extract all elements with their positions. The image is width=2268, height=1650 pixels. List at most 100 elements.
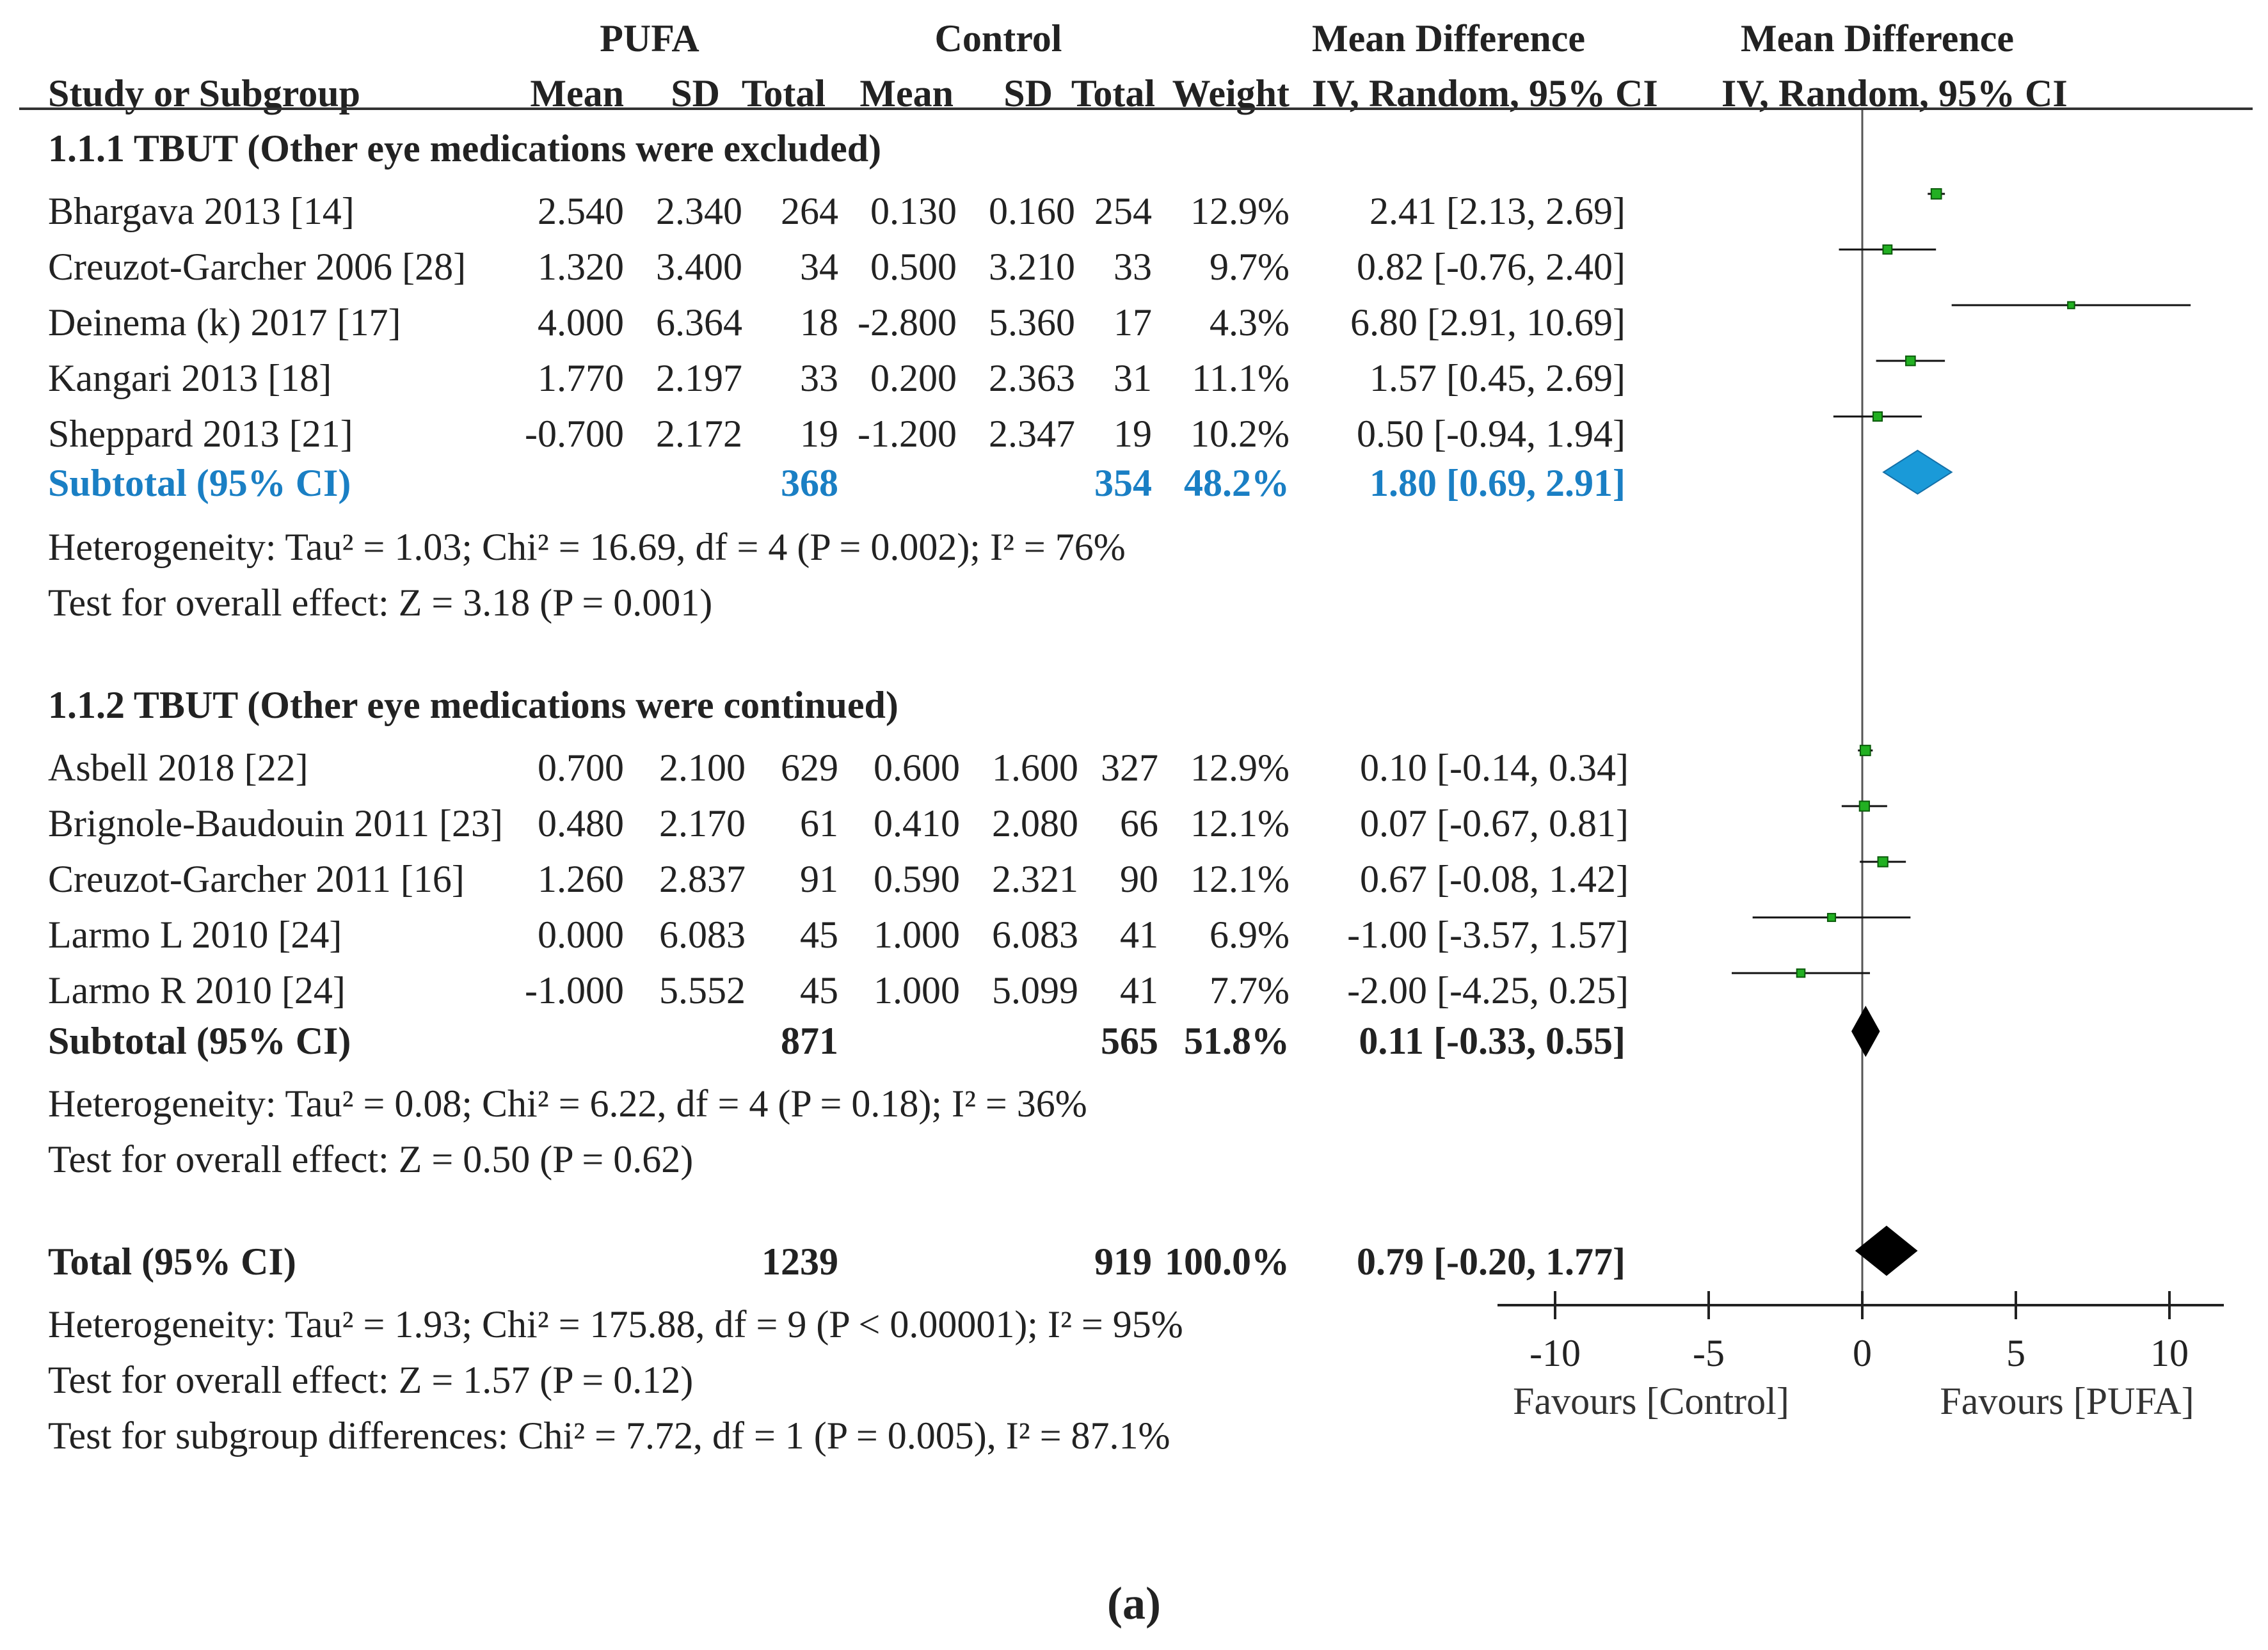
ci-value: 6.80 [2.91, 10.69]: [1350, 301, 1625, 344]
control-total: 327: [1101, 747, 1158, 789]
col-pufa-mean-header: Mean: [530, 72, 624, 115]
pufa-mean: 0.700: [538, 747, 624, 789]
pufa-mean: 1.320: [538, 246, 624, 288]
figure-caption: (a): [1107, 1578, 1161, 1629]
control-sd: 0.160: [989, 190, 1075, 232]
total-diamond: [1855, 1225, 1918, 1276]
pufa-mean: 0.480: [538, 802, 624, 845]
favours-pufa-label: Favours [PUFA]: [1940, 1380, 2194, 1422]
pufa-sd: 6.083: [659, 914, 746, 956]
control-sd: 5.360: [989, 301, 1075, 344]
pufa-total: 45: [800, 914, 838, 956]
control-total: 41: [1120, 969, 1158, 1011]
header-rule: [19, 107, 2253, 110]
study-square-marker: [1930, 188, 1942, 200]
total-control-total: 919: [1094, 1241, 1152, 1283]
heterogeneity-text: Heterogeneity: Tau² = 0.08; Chi² = 6.22,…: [48, 1083, 1087, 1125]
col-study-header: Study or Subgroup: [48, 72, 361, 115]
control-total: 254: [1094, 190, 1152, 232]
x-axis-tick-label: 5: [2006, 1332, 2025, 1374]
control-sd: 2.321: [992, 858, 1078, 900]
control-total: 17: [1114, 301, 1152, 344]
weight: 12.1%: [1190, 802, 1290, 845]
study-square-marker: [1877, 856, 1889, 868]
col-pufa-sd-header: SD: [671, 72, 720, 115]
study-square-marker: [1858, 800, 1870, 812]
ci-value: 0.50 [-0.94, 1.94]: [1357, 413, 1625, 455]
study-square-marker: [2067, 301, 2075, 310]
control-mean: 1.000: [874, 914, 960, 956]
study-square-marker: [1882, 244, 1893, 255]
subtotal-weight: 48.2%: [1184, 462, 1290, 504]
study-name: Brignole-Baudouin 2011 [23]: [48, 802, 504, 845]
subtotal-diamond: [1882, 449, 1953, 495]
weight: 9.7%: [1210, 246, 1290, 288]
control-mean: 0.200: [870, 357, 957, 399]
ci-value: 1.57 [0.45, 2.69]: [1370, 357, 1625, 399]
group-1-title: 1.1.1 TBUT (Other eye medications were e…: [48, 127, 882, 170]
pufa-mean: 1.260: [538, 858, 624, 900]
control-total: 66: [1120, 802, 1158, 845]
pufa-sd: 6.364: [656, 301, 742, 344]
study-name: Sheppard 2013 [21]: [48, 413, 353, 455]
weight: 10.2%: [1190, 413, 1290, 455]
study-square-marker: [1796, 968, 1806, 978]
control-mean: 0.130: [870, 190, 957, 232]
subtotal-ci: 0.11 [-0.33, 0.55]: [1359, 1020, 1625, 1062]
control-total: 33: [1114, 246, 1152, 288]
pufa-mean: -0.700: [525, 413, 624, 455]
total-heterogeneity-text: Heterogeneity: Tau² = 1.93; Chi² = 175.8…: [48, 1303, 1183, 1345]
weight: 7.7%: [1210, 969, 1290, 1011]
col-pufa-total-header: Total: [741, 72, 826, 115]
control-total: 31: [1114, 357, 1152, 399]
pufa-mean: 4.000: [538, 301, 624, 344]
control-mean: -1.200: [858, 413, 957, 455]
study-name: Creuzot-Garcher 2011 [16]: [48, 858, 465, 900]
col-control-mean-header: Mean: [859, 72, 954, 115]
study-square-marker: [1872, 411, 1883, 422]
control-total: 41: [1120, 914, 1158, 956]
study-name: Deinema (k) 2017 [17]: [48, 301, 401, 344]
control-group-header: Control: [934, 17, 1062, 59]
overall-effect-text: Test for overall effect: Z = 0.50 (P = 0…: [48, 1138, 694, 1180]
weight: 12.9%: [1190, 747, 1290, 789]
study-square-marker: [1859, 745, 1871, 756]
pufa-total: 45: [800, 969, 838, 1011]
study-square-marker: [1826, 912, 1837, 923]
favours-control-label: Favours [Control]: [1513, 1380, 1789, 1422]
control-mean: 0.600: [874, 747, 960, 789]
control-mean: 0.500: [870, 246, 957, 288]
total-overall-effect-text: Test for overall effect: Z = 1.57 (P = 0…: [48, 1359, 694, 1401]
subtotal-control-total: 354: [1094, 462, 1152, 504]
pufa-total: 61: [800, 802, 838, 845]
study-name: Bhargava 2013 [14]: [48, 190, 355, 232]
pufa-total: 34: [800, 246, 838, 288]
ci-value: 0.07 [-0.67, 0.81]: [1360, 802, 1629, 845]
pufa-total: 19: [800, 413, 838, 455]
x-axis-tick-label: -5: [1693, 1332, 1725, 1374]
ci-value: -2.00 [-4.25, 0.25]: [1347, 969, 1629, 1011]
pufa-total: 91: [800, 858, 838, 900]
subgroup-differences-text: Test for subgroup differences: Chi² = 7.…: [48, 1415, 1170, 1457]
pufa-sd: 2.340: [656, 190, 742, 232]
md-right-header: Mean Difference: [1741, 17, 2015, 59]
subtotal-label: Subtotal (95% CI): [48, 1020, 351, 1062]
total-pufa-total: 1239: [762, 1241, 838, 1283]
col-control-sd-header: SD: [1003, 72, 1053, 115]
pufa-group-header: PUFA: [600, 17, 699, 59]
total-ci: 0.79 [-0.20, 1.77]: [1357, 1241, 1625, 1283]
group-2-title: 1.1.2 TBUT (Other eye medications were c…: [48, 684, 898, 726]
pufa-sd: 2.837: [659, 858, 746, 900]
control-sd: 2.080: [992, 802, 1078, 845]
pufa-mean: -1.000: [525, 969, 624, 1011]
pufa-sd: 2.172: [656, 413, 742, 455]
study-square-marker: [1905, 355, 1916, 367]
study-name: Kangari 2013 [18]: [48, 357, 332, 399]
study-name: Larmo R 2010 [24]: [48, 969, 346, 1011]
md-left-header: Mean Difference: [1312, 17, 1586, 59]
weight: 11.1%: [1192, 357, 1290, 399]
subtotal-label: Subtotal (95% CI): [48, 462, 351, 504]
pufa-mean: 2.540: [538, 190, 624, 232]
subtotal-ci: 1.80 [0.69, 2.91]: [1370, 462, 1625, 504]
